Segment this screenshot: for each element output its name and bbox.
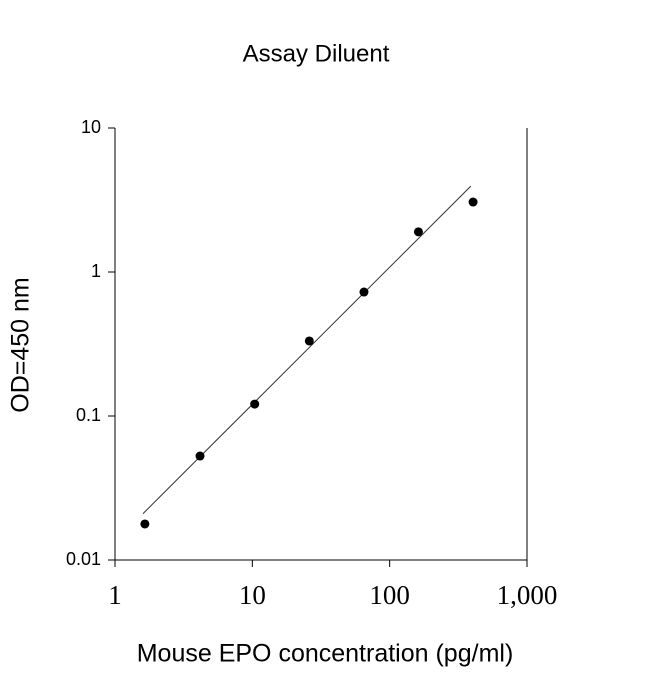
x-tick-label: 10 (239, 580, 266, 610)
point (140, 519, 150, 529)
point (304, 336, 314, 346)
point (413, 227, 423, 237)
x-tick-label: 100 (369, 580, 410, 610)
y-axis-label: OD=450 nm (7, 277, 35, 413)
x-tick-label: 1 (108, 580, 122, 610)
point (195, 451, 205, 461)
point (468, 197, 478, 207)
y-tick-label: 0.1 (76, 405, 101, 425)
x-tick-label: 1,000 (497, 580, 558, 610)
chart-title: Assay Diluent (243, 40, 390, 67)
point (250, 399, 260, 409)
y-tick-label: 10 (81, 117, 101, 137)
x-axis-label: Mouse EPO concentration (pg/ml) (137, 640, 514, 668)
point (359, 287, 369, 297)
y-tick-label: 1 (91, 261, 101, 281)
y-tick-label: 0.01 (66, 549, 101, 569)
fit-line (142, 185, 472, 514)
